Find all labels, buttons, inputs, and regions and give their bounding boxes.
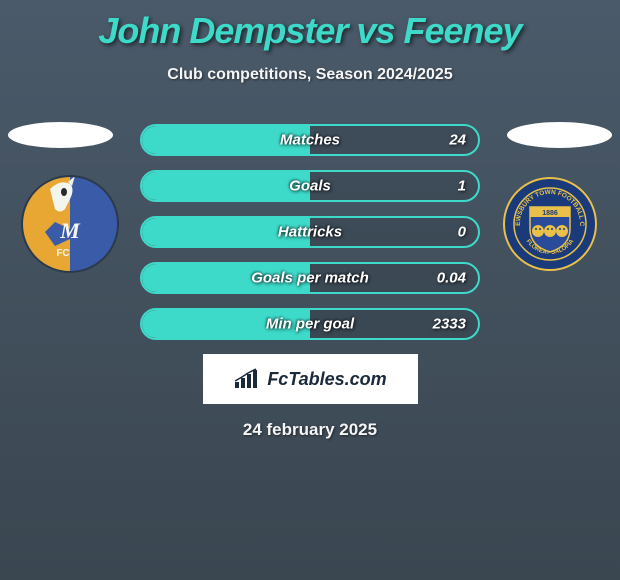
stat-bar-matches: Matches 24 bbox=[140, 124, 480, 156]
stat-label: Goals per match bbox=[251, 270, 369, 287]
stat-value: 0.04 bbox=[437, 270, 466, 287]
stat-bar-min-per-goal: Min per goal 2333 bbox=[140, 308, 480, 340]
stat-bar-hattricks: Hattricks 0 bbox=[140, 216, 480, 248]
team-badge-left: M FC bbox=[20, 174, 120, 274]
content-area: M FC SHREWSBURY TOWN FOOTBALL CLUB FLORE… bbox=[0, 124, 620, 440]
chart-icon bbox=[233, 368, 261, 390]
fctables-logo: FcTables.com bbox=[203, 354, 418, 404]
stat-value: 0 bbox=[458, 224, 466, 241]
svg-text:M: M bbox=[59, 218, 81, 243]
page-title: John Dempster vs Feeney bbox=[0, 0, 620, 52]
mansfield-badge-icon: M FC bbox=[20, 174, 120, 274]
team-badge-right: SHREWSBURY TOWN FOOTBALL CLUB FLOREAT SA… bbox=[500, 174, 600, 274]
shrewsbury-badge-icon: SHREWSBURY TOWN FOOTBALL CLUB FLOREAT SA… bbox=[500, 174, 600, 274]
stat-label: Goals bbox=[289, 178, 331, 195]
subtitle: Club competitions, Season 2024/2025 bbox=[0, 66, 620, 84]
svg-text:FC: FC bbox=[56, 248, 69, 259]
stat-bar-goals: Goals 1 bbox=[140, 170, 480, 202]
svg-text:1886: 1886 bbox=[542, 210, 558, 217]
stat-label: Min per goal bbox=[266, 316, 354, 333]
stat-value: 24 bbox=[449, 132, 466, 149]
stat-fill bbox=[142, 172, 310, 200]
ellipse-right bbox=[507, 122, 612, 148]
logo-text: FcTables.com bbox=[267, 369, 386, 390]
stat-value: 1 bbox=[458, 178, 466, 195]
date: 24 february 2025 bbox=[0, 420, 620, 440]
stat-value: 2333 bbox=[433, 316, 466, 333]
stat-bar-goals-per-match: Goals per match 0.04 bbox=[140, 262, 480, 294]
stats-container: Matches 24 Goals 1 Hattricks 0 Goals per… bbox=[140, 124, 480, 340]
ellipse-left bbox=[8, 122, 113, 148]
stat-label: Matches bbox=[280, 132, 340, 149]
stat-label: Hattricks bbox=[278, 224, 342, 241]
